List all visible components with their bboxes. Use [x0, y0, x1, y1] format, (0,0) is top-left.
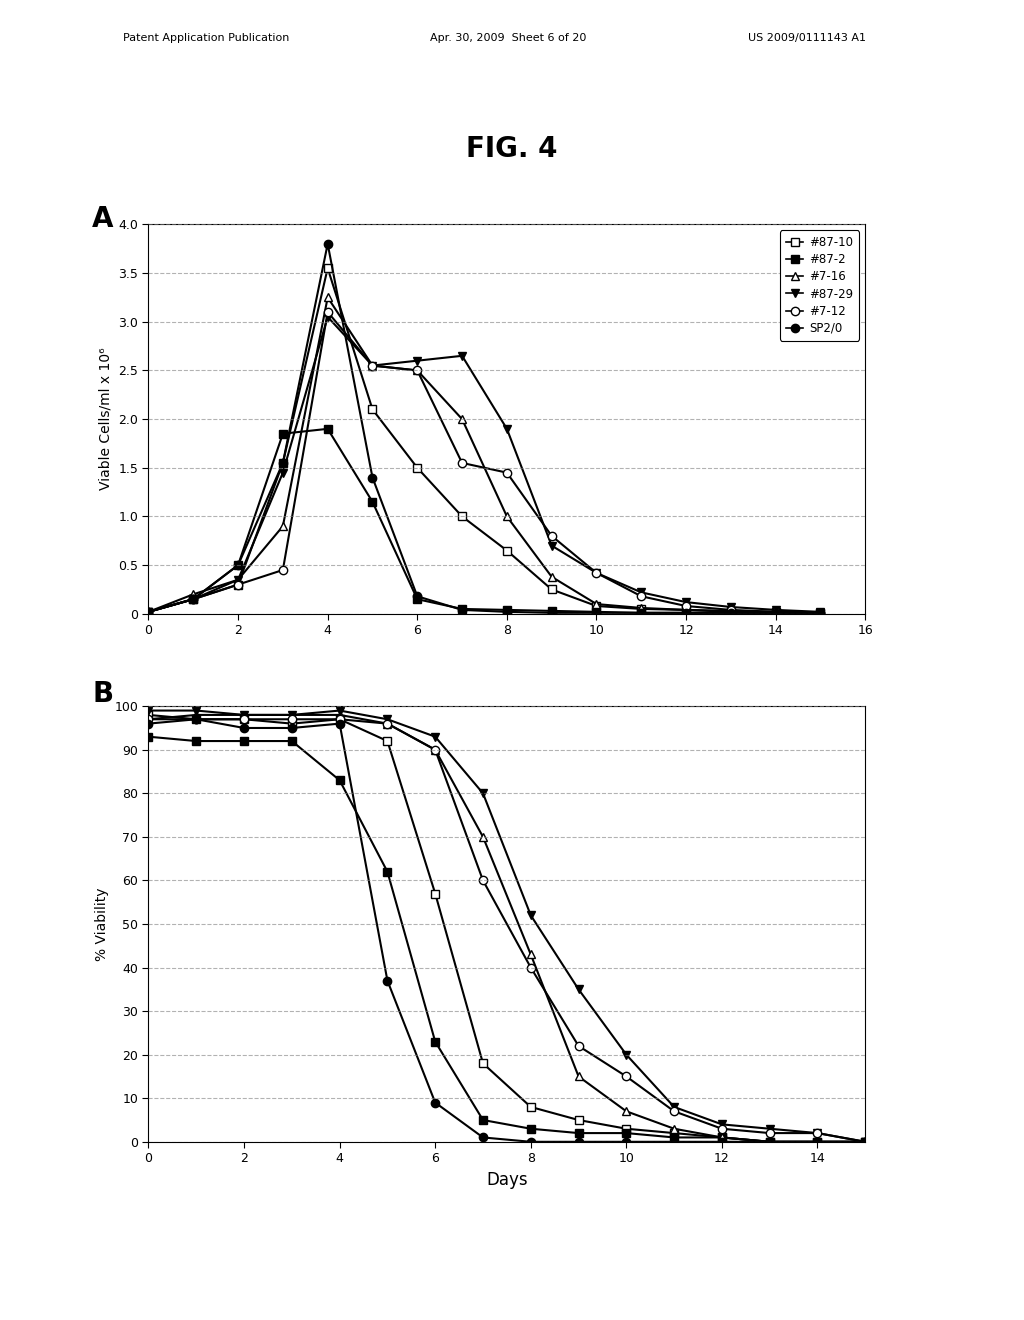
- Text: Patent Application Publication: Patent Application Publication: [123, 33, 289, 44]
- Text: A: A: [92, 205, 114, 232]
- Legend: #87-10, #87-2, #7-16, #87-29, #7-12, SP2/0: #87-10, #87-2, #7-16, #87-29, #7-12, SP2…: [780, 230, 859, 341]
- Text: US 2009/0111143 A1: US 2009/0111143 A1: [748, 33, 865, 44]
- Text: B: B: [92, 680, 114, 708]
- Text: FIG. 4: FIG. 4: [466, 135, 558, 162]
- X-axis label: Days: Days: [486, 1171, 527, 1189]
- Y-axis label: Viable Cells/ml x 10⁶: Viable Cells/ml x 10⁶: [98, 347, 113, 491]
- Text: Apr. 30, 2009  Sheet 6 of 20: Apr. 30, 2009 Sheet 6 of 20: [430, 33, 587, 44]
- Y-axis label: % Viability: % Viability: [94, 887, 109, 961]
